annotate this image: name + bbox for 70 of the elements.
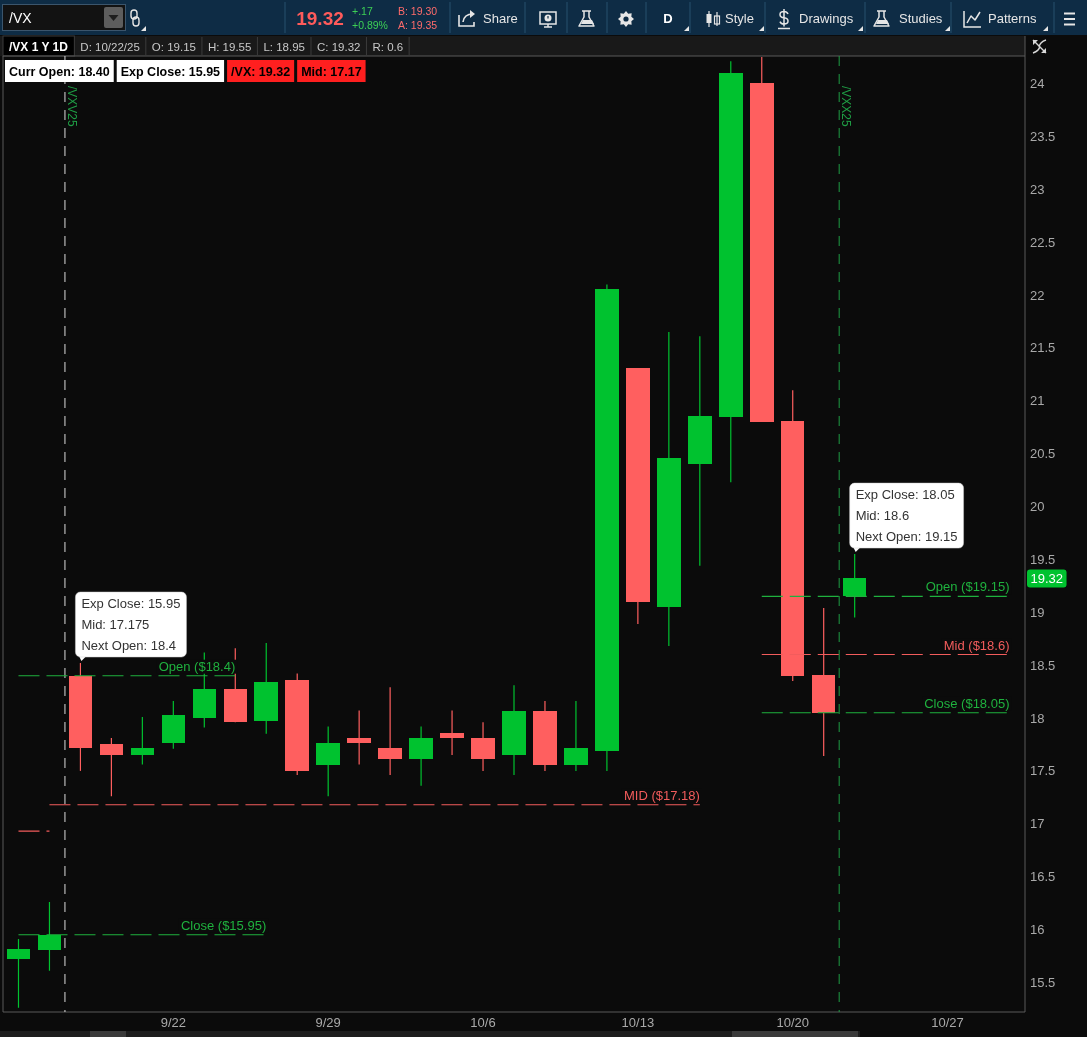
y-tick-label: 20 bbox=[1030, 499, 1045, 514]
y-tick-label: 21.5 bbox=[1030, 340, 1056, 356]
y-tick-label: 21 bbox=[1030, 393, 1045, 409]
y-tick-label: 18 bbox=[1030, 710, 1045, 726]
y-tick-label: 22 bbox=[1030, 287, 1045, 303]
annotation: Exp Close: 15.95 Mid: 17.175 Next Open: 18.4 bbox=[81, 596, 181, 654]
x-tick-label: 10/27 bbox=[931, 1015, 964, 1030]
text: /VX bbox=[9, 10, 33, 26]
series-label: Close ($18.05) bbox=[924, 695, 1010, 711]
text: Style bbox=[725, 11, 754, 26]
series-label: Open ($19.15) bbox=[925, 579, 1010, 595]
y-tick-label: 15.5 bbox=[1030, 974, 1056, 990]
series-label: Mid ($18.6) bbox=[943, 637, 1010, 653]
x-tick-label: 10/6 bbox=[470, 1015, 496, 1030]
annotation: /VX: 19.32 bbox=[231, 64, 291, 79]
candlestick bbox=[99, 737, 124, 797]
y-tick-label: 17.5 bbox=[1030, 763, 1056, 779]
x-tick-label: 9/22 bbox=[160, 1015, 186, 1030]
y-tick-label: 23.5 bbox=[1030, 128, 1056, 144]
x-tick-label: 10/13 bbox=[621, 1015, 655, 1030]
text: A: 19.35 bbox=[398, 19, 438, 31]
candlestick bbox=[347, 710, 371, 766]
annotation: /VXV25 bbox=[64, 86, 79, 128]
text: +0.89% bbox=[352, 19, 388, 31]
candlestick bbox=[378, 686, 402, 776]
series-label: Open ($18.4) bbox=[158, 658, 236, 674]
y-tick-label: 16.5 bbox=[1030, 869, 1056, 885]
annotation: Exp Close: 18.05 Mid: 18.6 Next Open: 19.15 bbox=[855, 487, 958, 545]
annotation: Exp Close: 15.95 bbox=[120, 64, 221, 79]
text: L: 18.95 bbox=[263, 40, 305, 53]
text: O: 19.15 bbox=[151, 40, 196, 53]
annotation: 19.32 bbox=[1030, 570, 1064, 586]
text: D: 10/22/25 bbox=[80, 40, 140, 53]
text: R: 0.6 bbox=[372, 40, 404, 53]
text: Drawings bbox=[799, 11, 854, 26]
y-tick-label: 19 bbox=[1030, 604, 1045, 620]
y-tick-label: 23 bbox=[1030, 181, 1045, 197]
x-tick-label: 9/29 bbox=[315, 1015, 341, 1030]
candlestick bbox=[130, 716, 155, 766]
text: C: 19.32 bbox=[316, 40, 361, 53]
series-label: MID ($17.18) bbox=[623, 787, 700, 803]
y-tick-label: 24 bbox=[1030, 76, 1045, 91]
y-tick-label: 22.5 bbox=[1030, 234, 1056, 250]
chart-title: /VX 1 Y 1D bbox=[9, 39, 69, 54]
candlestick bbox=[37, 901, 62, 972]
x-tick-label: 10/20 bbox=[776, 1015, 809, 1030]
candlestick bbox=[6, 938, 31, 1009]
text: Studies bbox=[899, 11, 943, 26]
annotation: Mid: 17.17 bbox=[301, 64, 362, 79]
text: D bbox=[663, 11, 673, 26]
candlestick bbox=[409, 725, 433, 787]
y-tick-label: 19.5 bbox=[1030, 551, 1056, 567]
text: Patterns bbox=[988, 11, 1037, 26]
y-tick-label: 16 bbox=[1030, 922, 1045, 938]
text: +.17 bbox=[352, 5, 373, 17]
text: H: 19.55 bbox=[207, 40, 252, 53]
candlestick bbox=[842, 553, 867, 619]
y-tick-label: 17 bbox=[1030, 816, 1045, 832]
series-label: Close ($15.95) bbox=[180, 917, 267, 933]
candlestick bbox=[440, 710, 464, 756]
y-tick-label: 18.5 bbox=[1030, 657, 1056, 673]
candlestick bbox=[316, 725, 340, 797]
text: 19.32 bbox=[296, 8, 344, 29]
annotation: Curr Open: 18.40 bbox=[9, 64, 110, 79]
y-tick-label: 20.5 bbox=[1030, 446, 1056, 462]
text: Share bbox=[483, 11, 518, 26]
candlestick bbox=[471, 721, 495, 772]
text: B: 19.30 bbox=[398, 5, 438, 17]
annotation: /VXX25 bbox=[839, 86, 854, 128]
candlestick bbox=[564, 700, 588, 772]
